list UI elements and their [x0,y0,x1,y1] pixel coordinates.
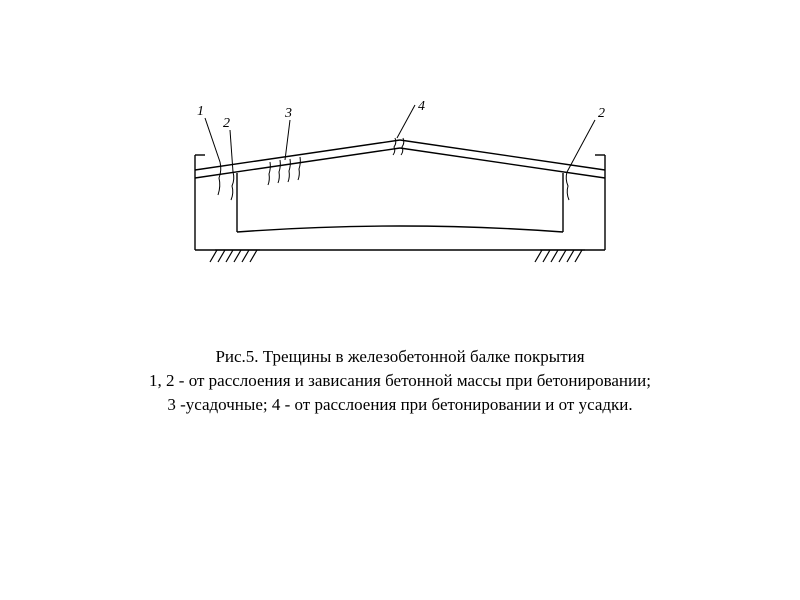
labels: 1 2 3 4 2 [197,100,605,131]
support-left [210,250,260,262]
caption-title: Рис.5. Трещины в железобетонной балке по… [0,345,800,369]
leaders [205,105,595,172]
caption-line-3: 3 -усадочные; 4 - от расслоения при бето… [0,393,800,417]
label-2-right: 2 [598,106,605,121]
label-1: 1 [197,104,204,119]
cracks [218,138,569,200]
figure-caption: Рис.5. Трещины в железобетонной балке по… [0,345,800,416]
support-right [535,250,585,262]
caption-line-2: 1, 2 - от расслоения и зависания бетонно… [0,369,800,393]
beam-svg: 1 2 3 4 2 [175,100,625,275]
label-3: 3 [284,106,292,121]
beam-diagram: 1 2 3 4 2 [175,100,625,275]
label-2: 2 [223,116,230,131]
label-4: 4 [418,100,425,114]
